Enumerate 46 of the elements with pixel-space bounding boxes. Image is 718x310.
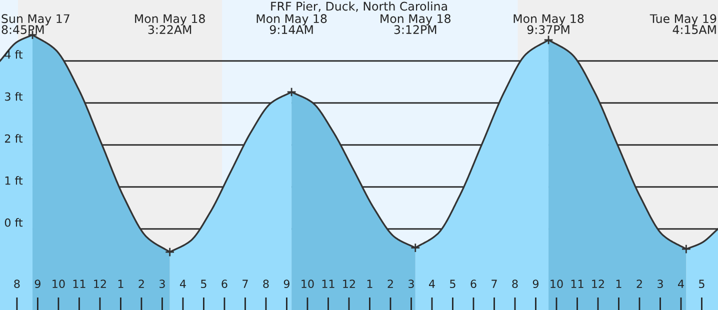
x-tick-label: 12	[343, 280, 355, 288]
annotation: Mon May 18 3:12PM	[380, 14, 450, 34]
x-tick-label: 11	[322, 280, 334, 288]
x-tick-label: 7	[492, 280, 497, 288]
x-tick-label: 1	[367, 280, 372, 288]
x-tick-label: 11	[571, 280, 584, 288]
x-tick-label: 10	[550, 280, 563, 288]
x-tick-label: 9	[284, 280, 290, 288]
x-tick-label: 1	[118, 280, 124, 288]
x-tick-label: 5	[450, 280, 456, 288]
chart-title: FRF Pier, Duck, North Carolina	[271, 2, 447, 12]
x-tick-label: 12	[94, 280, 106, 288]
x-tick-label: 8	[512, 280, 518, 288]
x-tick-label: 3	[658, 280, 663, 288]
x-tick-label: 3	[408, 280, 414, 288]
x-tick-label: 2	[388, 280, 393, 288]
x-tick-label: 2	[138, 280, 144, 288]
x-tick-label: 8	[14, 280, 20, 288]
x-tick-label: 5	[699, 280, 704, 288]
x-tick-label: 9	[34, 280, 40, 288]
x-tick-label: 1	[616, 280, 622, 288]
y-tick-label: 4 ft	[4, 50, 23, 59]
annotation: Mon May 18 3:22AM	[135, 14, 205, 34]
annotation: Mon May 18 9:14AM	[256, 14, 327, 34]
x-tick-label: 2	[636, 280, 642, 288]
x-tick-label: 7	[242, 280, 248, 288]
x-tick-label: 3	[160, 280, 165, 288]
y-tick-label: 3 ft	[5, 92, 23, 101]
x-tick-label: 11	[73, 280, 86, 288]
y-tick-label: 1 ft	[5, 176, 23, 185]
x-tick-label: 6	[222, 280, 228, 288]
y-tick-label: 2 ft	[4, 134, 23, 143]
x-tick-label: 10	[302, 280, 314, 288]
x-tick-label: 9	[532, 280, 538, 288]
x-tick-label: 4	[678, 280, 684, 288]
x-tick-label: 10	[52, 280, 65, 288]
x-tick-label: 4	[428, 280, 435, 288]
annotation: Mon May 18 9:37PM	[514, 14, 584, 34]
x-tick-label: 5	[201, 280, 206, 288]
x-tick-label: 12	[592, 280, 604, 288]
annotation: Tue May 19 4:15AM	[650, 14, 716, 34]
x-tick-label: 6	[470, 280, 476, 288]
x-tick-label: 4	[180, 280, 186, 288]
annotation: Sun May 17 8:45PM	[2, 14, 70, 34]
y-tick-label: 0 ft	[4, 218, 23, 227]
x-tick-label: 8	[263, 280, 269, 288]
